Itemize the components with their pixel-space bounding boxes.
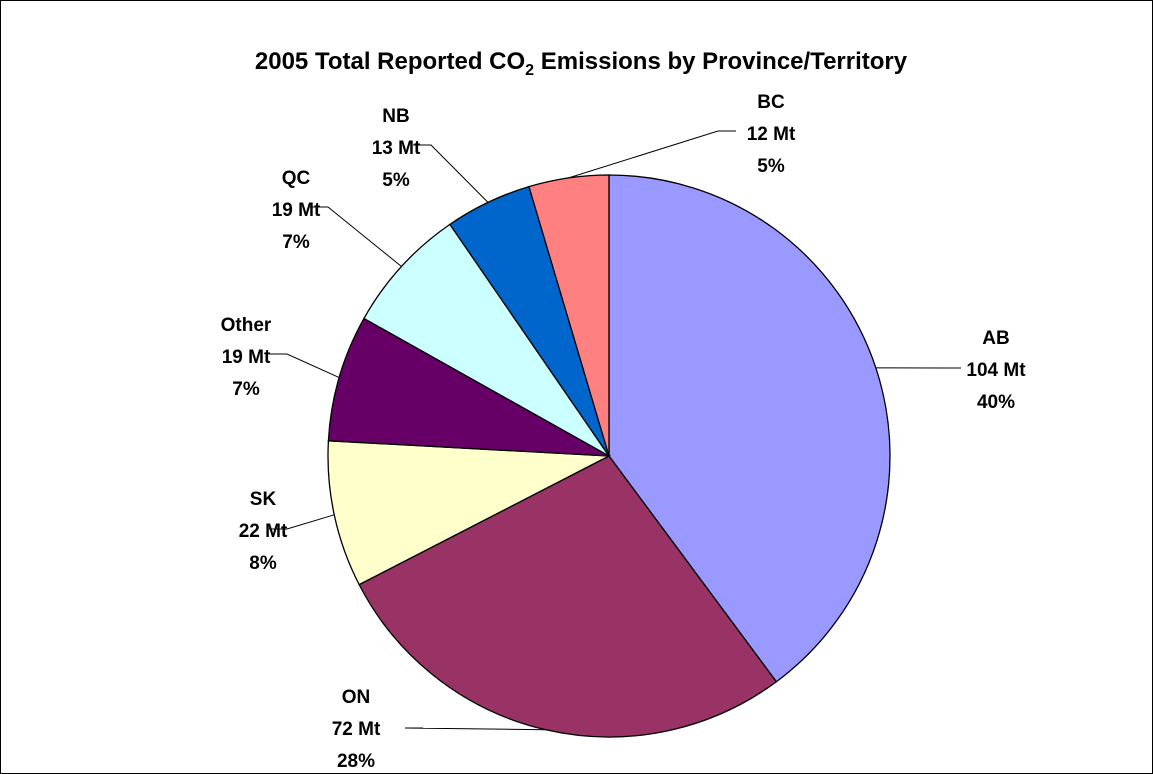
slice-label-on-percent: 28% [337,751,375,772]
slice-label-qc-value: 19 Mt [272,200,321,221]
slice-label-nb-percent: 5% [382,170,410,191]
chart-title-suffix: Emissions by Province/Territory [534,48,908,75]
slice-label-bc-name: BC [757,92,785,113]
pie-slices [327,174,891,738]
pie-slice-bc [528,174,610,457]
pie-slice-sk [327,440,612,586]
slice-label-ab-value: 104 Mt [966,360,1026,381]
leader-line-nb [413,144,489,203]
leader-line-qc [310,206,402,267]
pie-slice-on [358,455,778,738]
slice-label-nb-name: NB [382,106,409,127]
leader-line-bc [568,130,736,179]
leader-line-sk [269,514,335,530]
leader-lines [269,130,961,731]
pie-slice-qc [363,223,610,457]
chart-title-prefix: 2005 Total Reported CO [255,48,525,75]
slice-label-other-name: Other [221,315,272,336]
slice-label-sk-value: 22 Mt [239,521,288,542]
slice-label-bc-percent: 5% [757,156,785,177]
slice-label-qc-percent: 7% [282,232,310,253]
slice-label-other-value: 19 Mt [222,347,271,368]
slice-labels: AB 104 Mt 40% ON 72 Mt 28% SK 22 Mt 8% Other 19 Mt… [221,92,1027,772]
leader-line-on [404,727,546,731]
slice-label-nb-value: 13 Mt [372,138,421,159]
slice-label-other-percent: 7% [232,379,260,400]
pie-slice-ab [608,174,891,683]
slice-label-on-name: ON [342,687,371,708]
slice-label-ab-name: AB [982,328,1009,349]
slice-label-ab-percent: 40% [977,392,1015,413]
chart-title: 2005 Total Reported CO2 Emissions by Pro… [255,48,908,79]
slice-label-sk-percent: 8% [249,553,277,574]
chart-title-subscript: 2 [525,62,534,79]
slice-label-bc-value: 12 Mt [747,124,796,145]
leader-line-other [269,353,340,379]
slice-label-on-value: 72 Mt [332,719,381,740]
slice-label-sk-name: SK [250,489,277,510]
slice-label-qc-name: QC [282,168,311,189]
